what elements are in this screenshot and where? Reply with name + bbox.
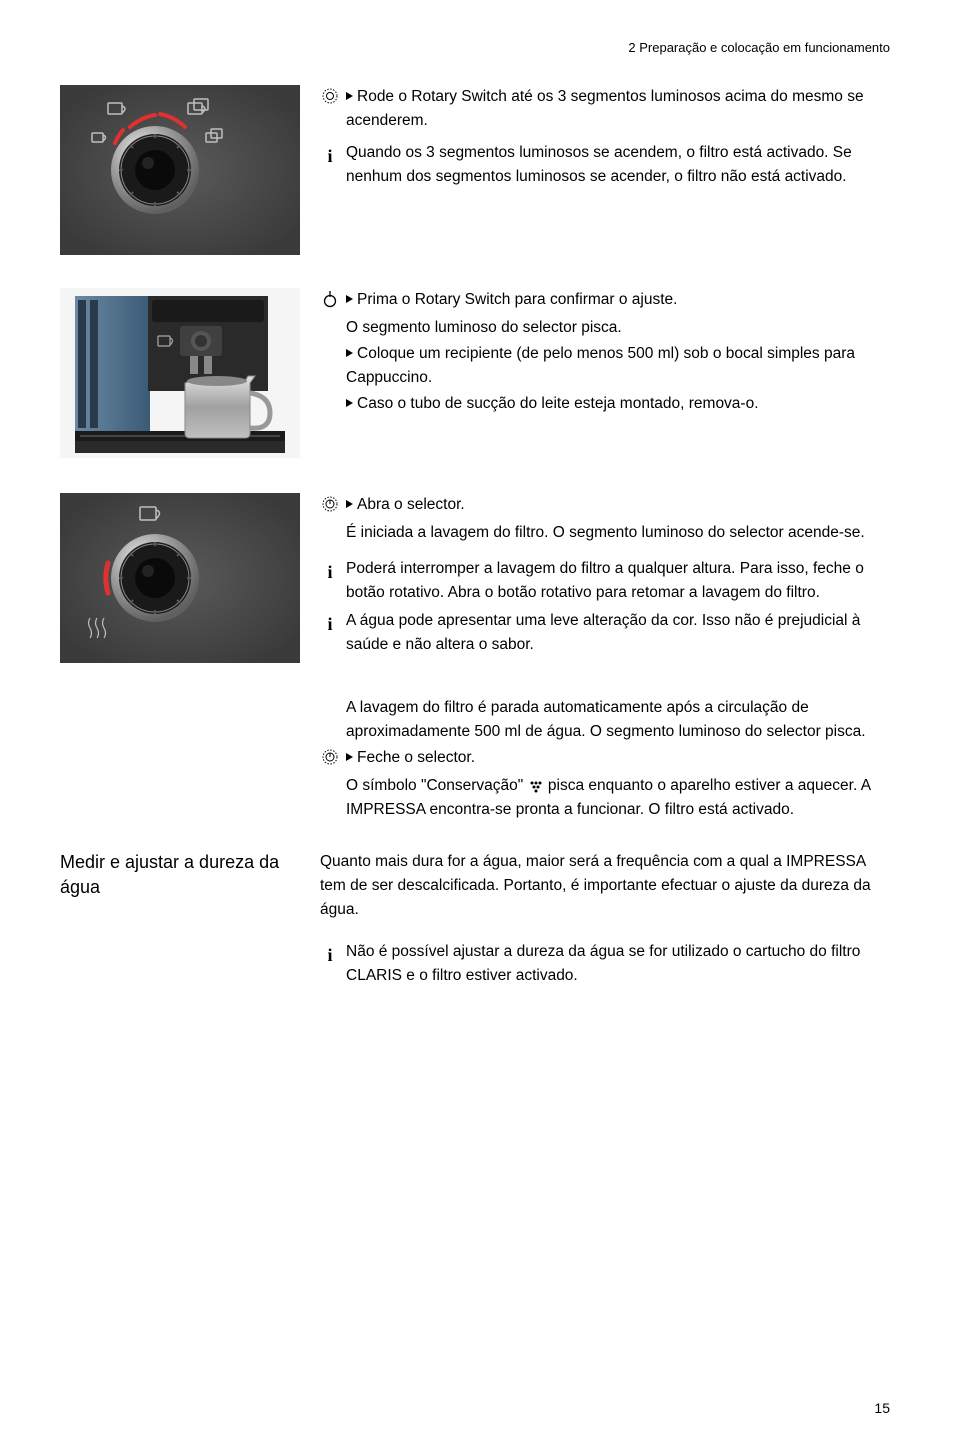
result-text: O segmento luminoso do selector pisca. <box>320 316 890 340</box>
info-text: Poderá interromper a lavagem do filtro a… <box>346 557 890 605</box>
instruction-text: Coloque um recipiente (de pelo menos 500… <box>320 342 890 390</box>
section-heading: Medir e ajustar a dureza da água <box>60 850 320 900</box>
info-icon: i <box>320 143 340 171</box>
instruction-text: Prima o Rotary Switch para confirmar o a… <box>346 288 890 312</box>
press-icon <box>320 290 340 308</box>
selector-icon <box>320 495 340 513</box>
info-icon: i <box>320 942 340 970</box>
instruction-text: Abra o selector. <box>346 493 890 517</box>
instruction-text: Rode o Rotary Switch até os 3 segmentos … <box>346 85 890 133</box>
body-text: A lavagem do filtro é parada automaticam… <box>320 696 890 744</box>
info-icon: i <box>320 611 340 639</box>
instruction-text: Caso o tubo de sucção do leite esteja mo… <box>320 392 890 416</box>
rotary-switch-icon <box>320 87 340 105</box>
info-icon: i <box>320 559 340 587</box>
info-text: A água pode apresentar uma leve alteraçã… <box>346 609 890 657</box>
instruction-text: Feche o selector. <box>346 746 890 770</box>
page-header: 2 Preparação e colocação em funcionament… <box>60 40 890 55</box>
figure-machine <box>60 288 320 463</box>
maintenance-icon <box>528 779 544 793</box>
info-text: Não é possível ajustar a dureza da água … <box>346 940 890 988</box>
figure-dial-2 <box>60 493 320 668</box>
page-number: 15 <box>874 1400 890 1416</box>
info-text: Quando os 3 segmentos luminosos se acend… <box>346 141 890 189</box>
selector-icon <box>320 748 340 766</box>
result-text: É iniciada a lavagem do filtro. O segmen… <box>320 521 890 545</box>
body-text: Quanto mais dura for a água, maior será … <box>320 850 890 922</box>
body-text: O símbolo "Conservação" pisca enquanto o… <box>320 774 890 822</box>
figure-dial-1 <box>60 85 320 260</box>
